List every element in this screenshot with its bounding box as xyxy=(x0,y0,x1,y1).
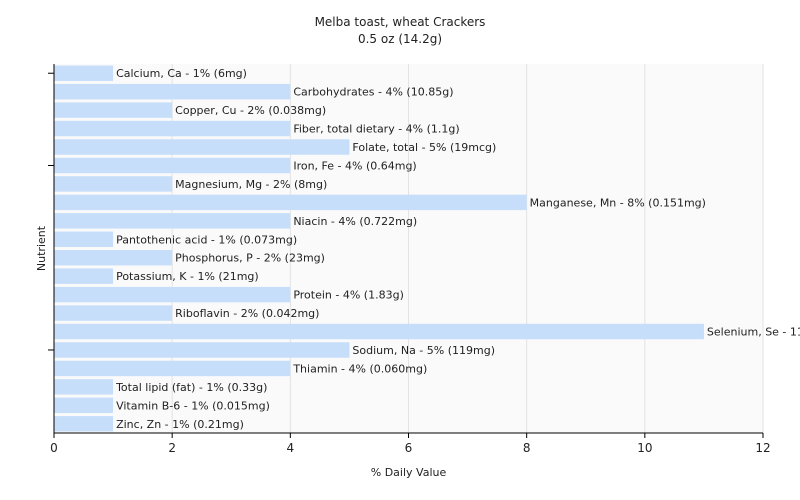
bar xyxy=(54,379,114,395)
bar-label: Sodium, Na - 5% (119mg) xyxy=(352,344,495,357)
bar-label: Riboflavin - 2% (0.042mg) xyxy=(175,307,319,320)
bar xyxy=(54,360,291,377)
bar-label: Copper, Cu - 2% (0.038mg) xyxy=(175,104,326,117)
x-tick-label: 12 xyxy=(755,441,770,455)
bar xyxy=(54,83,291,100)
x-axis-label: % Daily Value xyxy=(371,466,447,479)
bar-label: Manganese, Mn - 8% (0.151mg) xyxy=(530,196,706,209)
bar-label: Iron, Fe - 4% (0.64mg) xyxy=(293,159,416,172)
x-tick-label: 8 xyxy=(523,441,531,455)
bar xyxy=(54,416,114,432)
x-tick-label: 4 xyxy=(287,441,295,455)
bar xyxy=(54,231,114,247)
bar xyxy=(54,323,704,340)
bar xyxy=(54,65,114,81)
bar xyxy=(54,268,114,284)
bar-label: Vitamin B-6 - 1% (0.015mg) xyxy=(116,399,270,412)
bar xyxy=(54,102,173,118)
x-tick-label: 2 xyxy=(168,441,176,455)
bar xyxy=(54,342,350,358)
bar-label: Total lipid (fat) - 1% (0.33g) xyxy=(115,381,267,394)
bar-label: Thiamin - 4% (0.060mg) xyxy=(292,362,427,375)
bar-label: Fiber, total dietary - 4% (1.1g) xyxy=(293,123,459,136)
bar xyxy=(54,286,291,303)
chart-title: Melba toast, wheat Crackers xyxy=(314,15,486,29)
bar-label: Pantothenic acid - 1% (0.073mg) xyxy=(116,233,297,246)
bar-label: Protein - 4% (1.83g) xyxy=(293,289,404,302)
bar-label: Magnesium, Mg - 2% (8mg) xyxy=(175,178,327,191)
bar-label: Potassium, K - 1% (21mg) xyxy=(116,270,259,283)
bar xyxy=(54,397,114,414)
x-tick-label: 0 xyxy=(50,441,58,455)
bar-label: Niacin - 4% (0.722mg) xyxy=(293,215,417,228)
chart-subtitle: 0.5 oz (14.2g) xyxy=(357,32,443,46)
bar-label: Zinc, Zn - 1% (0.21mg) xyxy=(116,418,244,431)
bar xyxy=(54,213,291,229)
bar-label: Folate, total - 5% (19mcg) xyxy=(352,141,496,154)
bar xyxy=(54,305,173,321)
bar-label: Phosphorus, P - 2% (23mg) xyxy=(175,252,325,265)
bar xyxy=(54,176,173,192)
bar xyxy=(54,250,173,266)
bar-label: Carbohydrates - 4% (10.85g) xyxy=(293,86,453,99)
bar xyxy=(54,120,291,137)
bar-label: Calcium, Ca - 1% (6mg) xyxy=(116,67,247,80)
y-axis-label: Nutrient xyxy=(35,225,48,271)
bar xyxy=(54,139,350,155)
x-tick-label: 10 xyxy=(637,441,652,455)
bar-label: Selenium, Se - 11% (7.8mcg) xyxy=(707,326,800,339)
bar xyxy=(54,157,291,174)
bar xyxy=(54,194,527,211)
x-tick-label: 6 xyxy=(405,441,413,455)
